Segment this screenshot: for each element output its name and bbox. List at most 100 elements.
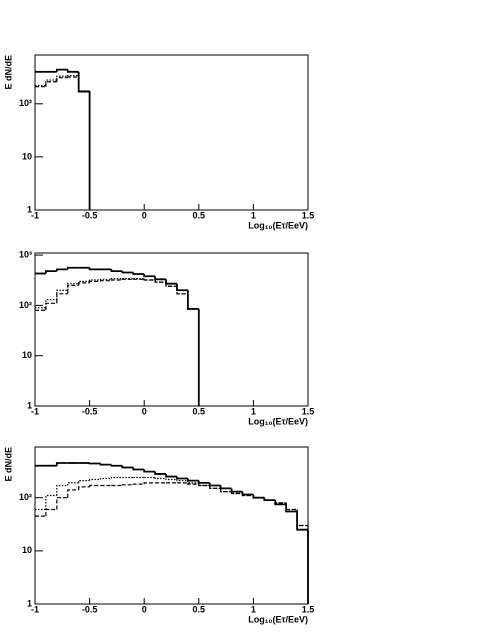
- histogram-step: [45, 302, 57, 311]
- histogram-step: [67, 489, 79, 498]
- histogram-step: [241, 491, 254, 496]
- histogram-step: [89, 280, 101, 283]
- histogram-step: [45, 79, 57, 86]
- plot-frame: [34, 54, 309, 211]
- histogram-step: [99, 477, 112, 480]
- x-tick-label: 0: [142, 210, 147, 220]
- histogram-step: [132, 467, 145, 471]
- x-tick-label: -1: [31, 210, 39, 220]
- x-axis-label: Log₁₀(Eτ/EeV): [248, 220, 308, 230]
- histogram-step: [88, 462, 101, 465]
- histogram-step: [121, 484, 134, 486]
- histogram-step: [296, 509, 308, 527]
- histogram-step: [99, 278, 112, 280]
- histogram-step: [88, 267, 101, 271]
- histogram-step: [55, 268, 68, 272]
- x-tick-label: -0.5: [82, 210, 98, 220]
- histogram-step: [220, 488, 232, 493]
- histogram-step: [45, 81, 57, 87]
- histogram-step: [56, 75, 68, 81]
- histogram-step: [165, 282, 177, 287]
- histogram-step: [208, 482, 221, 487]
- histogram-step: [67, 284, 79, 294]
- histogram-step: [56, 77, 68, 82]
- histogram-step: [78, 282, 90, 286]
- plot-frame: [34, 252, 309, 407]
- y-axis-label: E dN/dE: [3, 55, 13, 90]
- histogram-step: [187, 482, 199, 485]
- x-tick-label: 1.5: [302, 406, 315, 416]
- plot-frame: [34, 446, 309, 605]
- histogram-step: [99, 280, 112, 282]
- x-tick-label: 1.5: [302, 210, 315, 220]
- histogram-step: [187, 480, 199, 484]
- histogram-step: [263, 497, 276, 501]
- histogram-step: [165, 478, 177, 481]
- histogram-step: [176, 283, 188, 292]
- histogram-step: [56, 289, 68, 300]
- histogram-step: [45, 299, 57, 308]
- histogram-step: [285, 502, 298, 511]
- histogram-step: [154, 279, 167, 283]
- histogram-step: [89, 484, 101, 487]
- histogram-step: [154, 471, 167, 475]
- x-tick-label: 0: [142, 406, 147, 416]
- x-tick-label: 1: [251, 406, 256, 416]
- y-tick-label: 10: [22, 350, 32, 360]
- histogram-step: [67, 283, 79, 291]
- histogram-step: [176, 286, 188, 295]
- histogram-step: [274, 500, 287, 504]
- y-axis-label: E dN/dE: [3, 447, 13, 482]
- x-tick-label: 0.5: [193, 406, 206, 416]
- histogram-step: [77, 71, 90, 93]
- x-tick-label: 0.5: [193, 210, 206, 220]
- x-tick-label: 1: [251, 604, 256, 614]
- histogram-step: [67, 74, 79, 77]
- histogram-step: [143, 469, 156, 473]
- histogram-step: [110, 269, 123, 273]
- histogram-step: [143, 482, 156, 485]
- histogram-step: [209, 485, 221, 489]
- histogram-step: [165, 279, 177, 285]
- histogram-step: [56, 293, 68, 304]
- histogram-step: [154, 276, 167, 281]
- histogram-step: [67, 482, 79, 486]
- histogram-step: [219, 485, 232, 490]
- histogram-step: [89, 478, 101, 481]
- histogram-step: [252, 495, 265, 499]
- histogram-step: [66, 266, 79, 270]
- histogram-step: [186, 290, 199, 310]
- histogram-step: [99, 463, 112, 466]
- histogram-step: [45, 270, 57, 274]
- histogram-step: [110, 476, 123, 479]
- histogram-step: [55, 462, 68, 466]
- histogram-step: [132, 483, 145, 485]
- histogram-step: [285, 504, 298, 513]
- histogram-step: [121, 278, 134, 280]
- histogram-step: [143, 274, 156, 278]
- histogram-step: [165, 473, 177, 478]
- histogram-step: [176, 479, 188, 482]
- histogram-step: [296, 511, 308, 531]
- histogram-step: [285, 502, 298, 511]
- y-tick-label: 10: [22, 151, 32, 161]
- y-tick-label: 1: [27, 598, 32, 608]
- histogram-step: [56, 484, 68, 496]
- x-tick-label: -1: [31, 406, 39, 416]
- histogram-step: [56, 497, 68, 510]
- histogram-step: [110, 278, 123, 280]
- histogram-step: [176, 476, 188, 480]
- x-tick-label: -1: [31, 604, 39, 614]
- histogram-step: [78, 486, 90, 490]
- y-tick-label: 10²: [19, 98, 32, 108]
- x-tick-label: 1.5: [302, 604, 315, 614]
- histogram-step: [296, 509, 308, 527]
- histogram-step: [187, 293, 199, 310]
- y-tick-label: 1: [27, 204, 32, 214]
- x-tick-label: 0: [142, 604, 147, 614]
- histogram-step: [187, 293, 199, 310]
- histogram-step: [186, 478, 199, 482]
- histogram-step: [55, 68, 68, 72]
- histogram-step: [45, 494, 57, 510]
